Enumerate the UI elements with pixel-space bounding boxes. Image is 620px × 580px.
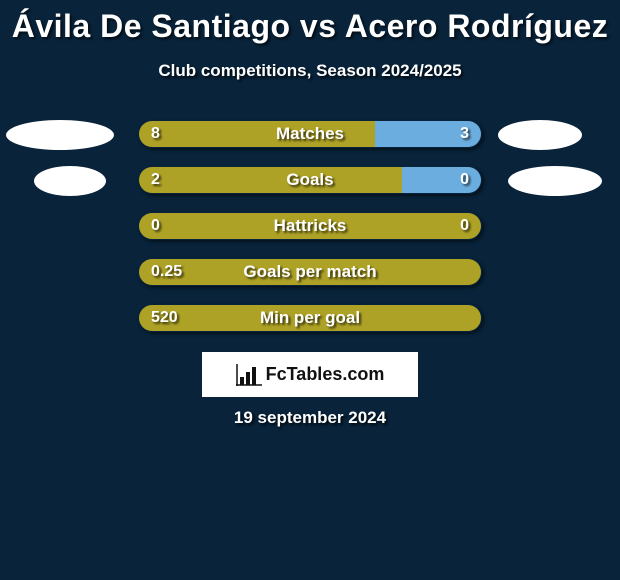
subtitle: Club competitions, Season 2024/2025	[0, 61, 620, 81]
stat-bar: Hattricks0 0	[138, 212, 482, 240]
stat-value-left: 0	[151, 213, 160, 239]
player-ellipse	[498, 120, 582, 150]
stat-bar: Min per goal520	[138, 304, 482, 332]
stat-bar: Goals per match0.25	[138, 258, 482, 286]
stat-label: Goals per match	[139, 259, 481, 285]
player-ellipse	[508, 166, 602, 196]
player-ellipse	[6, 120, 114, 150]
date-label: 19 september 2024	[0, 408, 620, 428]
stat-value-left: 8	[151, 121, 160, 147]
logo-text: FcTables.com	[266, 364, 385, 385]
stat-value-right: 3	[460, 121, 469, 147]
stat-value-left: 520	[151, 305, 178, 331]
stat-value-left: 0.25	[151, 259, 182, 285]
stat-value-right: 0	[460, 167, 469, 193]
stat-label: Hattricks	[139, 213, 481, 239]
stat-bar: Goals2 0	[138, 166, 482, 194]
stat-value-left: 2	[151, 167, 160, 193]
stat-label: Goals	[139, 167, 481, 193]
player-ellipse	[34, 166, 106, 196]
stat-label: Min per goal	[139, 305, 481, 331]
stat-bar: Matches8 3	[138, 120, 482, 148]
stat-value-right: 0	[460, 213, 469, 239]
stat-label: Matches	[139, 121, 481, 147]
logo-box: FcTables.com	[202, 352, 418, 397]
barchart-icon	[236, 364, 262, 386]
page-title: Ávila De Santiago vs Acero Rodríguez	[0, 0, 620, 45]
